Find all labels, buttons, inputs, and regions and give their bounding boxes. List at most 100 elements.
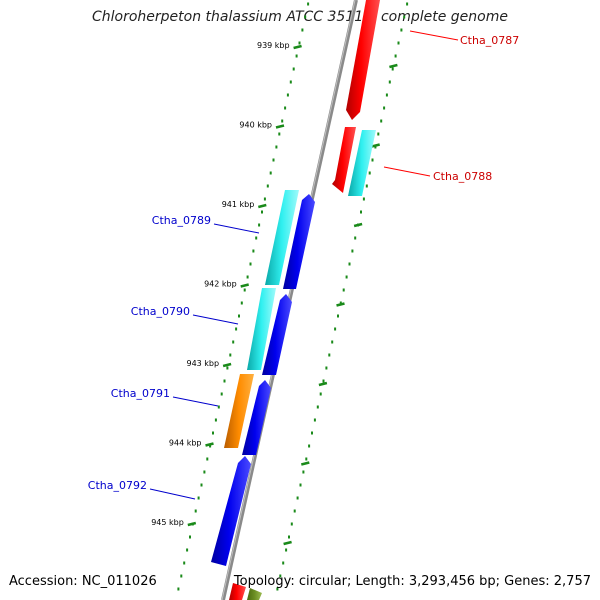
outer-track-dot [337, 314, 339, 318]
outer-track-dot [362, 197, 365, 201]
gene-ctha-0792-blue[interactable] [211, 456, 251, 566]
gene-ctha-0791-orange[interactable] [224, 374, 254, 448]
outer-track-dot [374, 145, 377, 149]
outer-tick-track [276, 2, 409, 591]
gene-ctha-0788-red[interactable] [332, 127, 356, 193]
outer-track-dot [282, 561, 285, 565]
outer-track-dot [345, 275, 348, 279]
inner-track-dot [272, 158, 275, 162]
inner-track-dot [249, 262, 252, 266]
outer-track-dot [348, 262, 351, 266]
outer-track-dot [319, 392, 322, 396]
inner-track-dot [295, 54, 298, 58]
gene-label-ctha-0790[interactable]: Ctha_0790 [131, 305, 190, 318]
inner-track-dot [212, 431, 214, 435]
gene-label-ctha-0787[interactable]: Ctha_0787 [460, 34, 519, 47]
leader-ctha-0792 [149, 488, 196, 500]
inner-track-dot [223, 379, 226, 383]
gene-bottom-red[interactable] [229, 583, 246, 600]
inner-track-dot [292, 67, 295, 71]
gene-ctha-0791-blue[interactable] [242, 380, 271, 455]
outer-track-dot [383, 106, 386, 110]
kbp-tick-mark [293, 44, 302, 50]
outer-track-dot [313, 418, 316, 422]
leader-ctha-0788 [383, 166, 431, 177]
kbp-tick-label: 942 kbp [204, 280, 237, 289]
outer-track-dot [354, 236, 357, 240]
outer-tick-mark [300, 461, 310, 466]
accession-text: Accession: NC_011026 [9, 574, 157, 589]
inner-track-dot [226, 366, 229, 370]
inner-track-dot [189, 535, 191, 539]
outer-track-dot [339, 301, 342, 305]
inner-track-dot [301, 28, 304, 32]
inner-track-dot [206, 457, 209, 461]
gene-label-ctha-0792[interactable]: Ctha_0792 [88, 479, 147, 492]
outer-track-dot [325, 366, 328, 370]
gene-bottom-olive[interactable] [247, 588, 262, 600]
inner-track-dot [307, 2, 310, 6]
outer-track-dot [290, 522, 293, 526]
kbp-tick-label: 944 kbp [169, 439, 202, 448]
kbp-tick-label: 945 kbp [151, 518, 184, 527]
inner-track-dot [258, 223, 261, 227]
kbp-tick-label: 941 kbp [222, 200, 255, 209]
inner-track-dot [281, 119, 284, 123]
outer-track-dot [316, 405, 319, 409]
gene-label-ctha-0788[interactable]: Ctha_0788 [433, 170, 492, 183]
inner-track-dot [183, 561, 186, 565]
kbp-tick-mark [222, 362, 232, 368]
kbp-ticks: 939 kbp 940 kbp 941 kbp 942 kbp 943 kbp 944 k… [151, 41, 398, 546]
outer-track-dot [394, 54, 397, 58]
inner-track-dot [235, 327, 238, 331]
outer-track-dot [285, 548, 288, 552]
inner-track-dot [186, 548, 189, 552]
outer-track-dot [276, 587, 279, 591]
outer-tick-mark [371, 143, 381, 148]
gene-ctha-0790-cyan[interactable] [247, 288, 276, 370]
gene-label-ctha-0791[interactable]: Ctha_0791 [111, 387, 170, 400]
inner-track-dot [255, 236, 258, 240]
outer-track-dot [342, 288, 345, 292]
gene-ctha-0790-blue[interactable] [262, 294, 292, 375]
outer-track-dot [385, 93, 388, 97]
inner-track-dot [246, 275, 249, 279]
outer-track-dot [322, 379, 325, 383]
outer-tick-mark [336, 302, 345, 307]
outer-track-dot [279, 574, 282, 578]
inner-track-dot [275, 145, 278, 149]
inner-track-dot [238, 314, 240, 318]
outer-track-dot [299, 483, 302, 487]
gene-label-ctha-0789[interactable]: Ctha_0789 [152, 214, 211, 227]
inner-track-dot [220, 392, 223, 396]
label-leaders [149, 30, 459, 500]
inner-track-dot [197, 496, 200, 500]
outer-track-dot [288, 535, 290, 539]
outer-track-dot [308, 444, 311, 448]
leader-ctha-0790 [192, 314, 239, 325]
gene-ctha-0787[interactable] [346, 0, 380, 120]
inner-track-dot [200, 483, 203, 487]
gene-ctha-0789-cyan[interactable] [265, 190, 299, 285]
outer-track-dot [311, 431, 313, 435]
inner-track-dot [269, 171, 272, 175]
gene-ctha-0788-cyan[interactable] [348, 130, 376, 196]
kbp-tick-mark [240, 283, 250, 288]
outer-track-dot [328, 353, 331, 357]
kbp-tick-mark [187, 521, 197, 527]
outer-track-dot [302, 470, 305, 474]
inner-tick-track [177, 2, 310, 591]
outer-track-dot [360, 210, 362, 214]
inner-track-dot [298, 41, 301, 45]
gene-ctha-0789-blue[interactable] [283, 194, 315, 289]
outer-track-dot [377, 132, 380, 136]
inner-track-dot [263, 197, 266, 201]
outer-track-dot [368, 171, 371, 175]
genes [211, 0, 380, 600]
topology-text: Topology: circular; Length: 3,293,456 bp… [233, 574, 591, 589]
outer-track-dot [380, 119, 383, 123]
outer-track-dot [391, 67, 394, 71]
outer-track-dot [331, 340, 334, 344]
outer-track-dot [351, 249, 354, 253]
